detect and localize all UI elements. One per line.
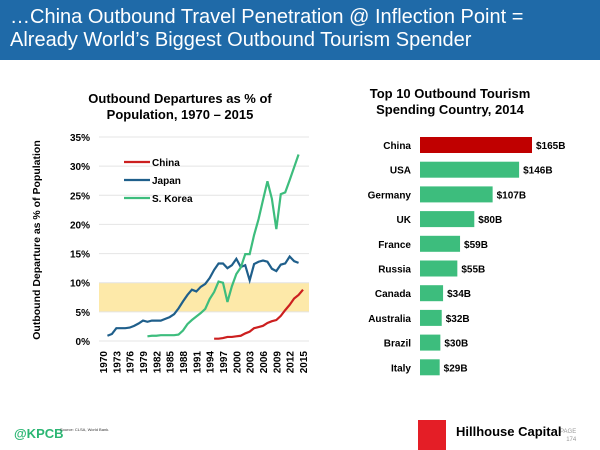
slide-header: …China Outbound Travel Penetration @ Inf… bbox=[0, 0, 600, 60]
bar-value-label: $165B bbox=[536, 141, 565, 152]
bar-usa bbox=[420, 161, 520, 178]
x-tick-label: 2000 bbox=[232, 351, 243, 374]
y-tick-label: 30% bbox=[70, 162, 90, 173]
bar-value-label: $146B bbox=[523, 166, 552, 177]
bar-uk bbox=[420, 211, 475, 228]
series-line-japan bbox=[107, 254, 299, 337]
x-tick-label: 2003 bbox=[246, 351, 257, 374]
bar-italy bbox=[420, 359, 440, 376]
brand-name: Hillhouse Capital bbox=[456, 424, 562, 439]
bar-australia bbox=[420, 309, 442, 326]
bar-value-label: $55B bbox=[461, 265, 485, 276]
bar-category-label: Russia bbox=[378, 265, 411, 276]
bar-value-label: $34B bbox=[447, 289, 471, 300]
bar-category-label: China bbox=[383, 141, 411, 152]
y-axis-label: Outbound Departure as % of Population bbox=[31, 140, 43, 340]
bar-russia bbox=[420, 260, 458, 277]
x-tick-label: 1985 bbox=[166, 351, 177, 374]
highlight-band bbox=[99, 282, 309, 312]
legend-label: S. Korea bbox=[152, 194, 193, 205]
y-tick-label: 20% bbox=[70, 220, 90, 231]
bar-chart-title-line1: Top 10 Outbound Tourism bbox=[369, 86, 531, 101]
bar-category-label: UK bbox=[397, 215, 412, 226]
bar-value-label: $32B bbox=[446, 314, 470, 325]
line-chart-title: Outbound Departures as % of Population, … bbox=[60, 91, 300, 123]
y-tick-label: 25% bbox=[70, 191, 90, 202]
page-label: PAGE bbox=[560, 429, 577, 435]
legend-label: Japan bbox=[152, 176, 181, 187]
line-chart-title-line2: Population, 1970 – 2015 bbox=[106, 107, 254, 122]
x-tick-label: 2009 bbox=[272, 351, 283, 374]
source-note: Source: CLSA, World Bank. bbox=[60, 427, 110, 432]
y-tick-label: 10% bbox=[70, 279, 90, 290]
x-tick-label: 1988 bbox=[179, 351, 190, 374]
kpcb-handle: @KPCB bbox=[14, 426, 64, 441]
y-tick-label: 0% bbox=[76, 337, 91, 348]
bar-value-label: $80B bbox=[478, 215, 502, 226]
series-line-china bbox=[214, 288, 304, 340]
bar-category-label: France bbox=[378, 240, 411, 251]
x-tick-label: 1994 bbox=[206, 351, 217, 374]
bar-category-label: Brazil bbox=[384, 339, 411, 350]
page-number-value: 174 bbox=[566, 437, 577, 443]
y-tick-label: 15% bbox=[70, 250, 90, 261]
bar-category-label: Italy bbox=[391, 363, 411, 374]
x-tick-label: 2012 bbox=[286, 351, 297, 374]
bar-china bbox=[420, 137, 532, 153]
x-tick-label: 1979 bbox=[139, 351, 150, 374]
y-tick-label: 5% bbox=[76, 308, 91, 319]
bar-brazil bbox=[420, 334, 441, 351]
y-tick-label: 35% bbox=[70, 133, 90, 144]
slide-title-line1: …China Outbound Travel Penetration @ Inf… bbox=[10, 6, 524, 28]
series-line-s-korea bbox=[147, 154, 300, 338]
x-tick-label: 1997 bbox=[219, 351, 230, 374]
bar-category-label: USA bbox=[390, 166, 411, 177]
x-tick-label: 1991 bbox=[192, 351, 203, 374]
bar-france bbox=[420, 235, 461, 252]
bar-value-label: $29B bbox=[444, 363, 468, 374]
bar-value-label: $30B bbox=[444, 339, 468, 350]
x-tick-label: 2006 bbox=[259, 351, 270, 374]
x-tick-label: 1982 bbox=[152, 351, 163, 374]
page-number: PAGE 174 bbox=[560, 428, 576, 444]
bar-chart-title-line2: Spending Country, 2014 bbox=[376, 102, 524, 117]
bar-value-label: $107B bbox=[497, 190, 526, 201]
bar-category-label: Germany bbox=[368, 190, 412, 201]
bar-category-label: Canada bbox=[375, 289, 412, 300]
line-chart-title-line1: Outbound Departures as % of bbox=[88, 91, 272, 106]
x-tick-label: 1976 bbox=[126, 351, 137, 374]
bar-value-label: $59B bbox=[464, 240, 488, 251]
x-tick-label: 1970 bbox=[99, 351, 110, 374]
hillhouse-logo bbox=[418, 420, 446, 450]
bar-canada bbox=[420, 285, 444, 302]
bar-chart-title: Top 10 Outbound Tourism Spending Country… bbox=[350, 86, 550, 118]
bar-category-label: Australia bbox=[368, 314, 411, 325]
x-tick-label: 1973 bbox=[112, 351, 123, 374]
legend-label: China bbox=[152, 158, 180, 169]
slide-title-line2: Already World’s Biggest Outbound Tourism… bbox=[10, 29, 472, 51]
bar-germany bbox=[420, 186, 493, 203]
x-tick-label: 2015 bbox=[299, 351, 310, 374]
